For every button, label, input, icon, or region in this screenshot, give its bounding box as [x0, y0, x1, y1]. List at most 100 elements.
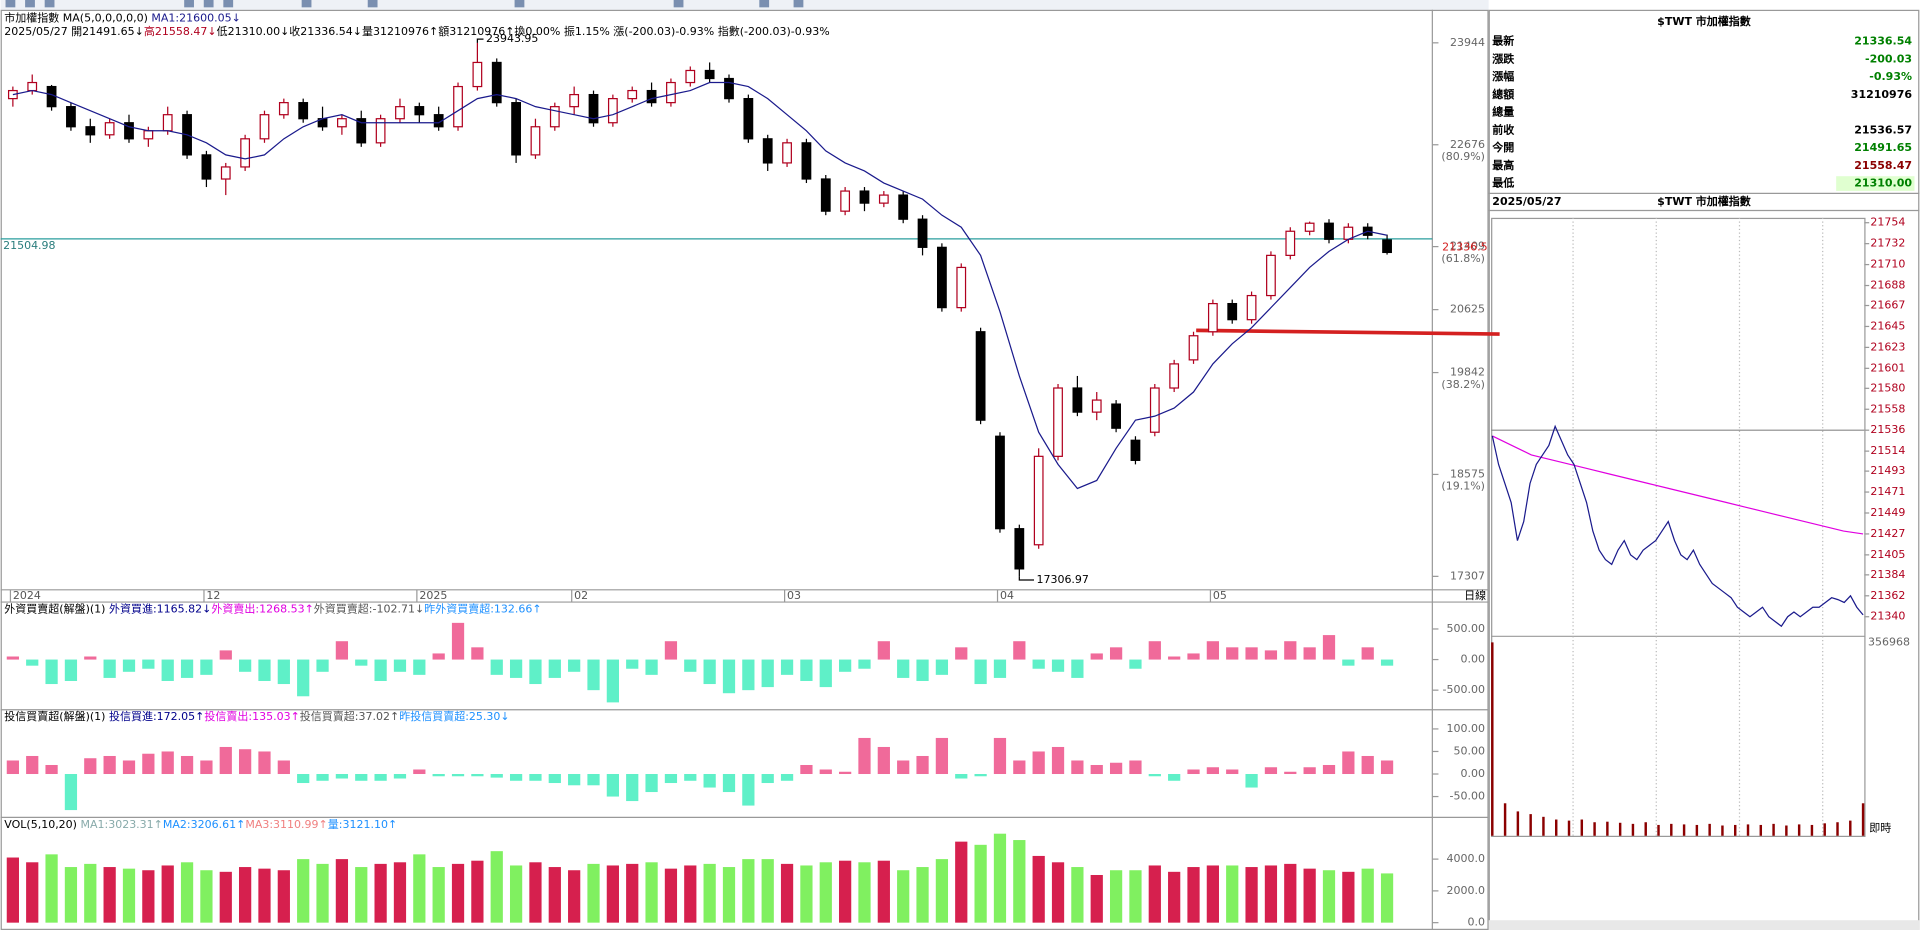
bar [1264, 650, 1278, 660]
bar [84, 758, 97, 775]
candle-body [7, 89, 18, 100]
tool-icon[interactable] [301, 0, 312, 8]
avg-line [1492, 435, 1864, 535]
bar [1129, 659, 1142, 669]
bar [1245, 647, 1258, 660]
bar [1322, 870, 1336, 923]
bar [1090, 653, 1103, 660]
quote-label: 前收 [1492, 122, 1514, 136]
bar [529, 774, 542, 781]
bar [161, 751, 174, 775]
tool-icon[interactable] [793, 0, 804, 8]
y-tick-label: 50.00 [1453, 744, 1485, 757]
tool-icon[interactable] [514, 0, 525, 8]
candle-body [666, 81, 676, 104]
tool-icon[interactable] [44, 0, 55, 8]
bar [1013, 760, 1026, 775]
candle-body [1324, 222, 1334, 240]
bar [509, 659, 523, 678]
bar [64, 659, 78, 681]
bar [1361, 755, 1374, 775]
quote-label: 今開 [1491, 140, 1514, 154]
candle-body [1285, 230, 1296, 256]
bar [761, 659, 774, 688]
intraday-date: 2025/05/27 [1492, 195, 1561, 208]
bar [6, 857, 19, 923]
candle-body [298, 102, 309, 120]
vol-max-label: 356968 [1868, 635, 1910, 648]
header-segment: 外資買賣超(解盤)(1) [4, 601, 105, 615]
y-tick-label: 21427 [1870, 527, 1905, 540]
tool-icon[interactable] [5, 0, 16, 8]
bar [1148, 641, 1161, 660]
bar [45, 659, 58, 685]
bar [1342, 751, 1355, 775]
tool-icon[interactable] [25, 0, 35, 8]
bar [858, 737, 871, 775]
bar [839, 659, 852, 672]
header-segment: 外資買賣超:-102.71↓ [314, 601, 424, 615]
bar [1342, 871, 1355, 923]
bar [45, 764, 58, 775]
tab-strip[interactable] [1488, 920, 1920, 930]
tool-icon[interactable] [184, 0, 194, 8]
tool-icon[interactable] [223, 0, 234, 8]
bar [1129, 870, 1142, 923]
bar [664, 641, 678, 660]
bar [239, 867, 252, 923]
y-tick-label: 0.00 [1460, 767, 1485, 780]
candle-body [859, 190, 870, 204]
bar [858, 862, 871, 923]
tool-icon[interactable] [759, 0, 770, 8]
bar [587, 774, 600, 786]
bar [645, 862, 658, 923]
bar [1264, 865, 1278, 923]
bar [277, 870, 290, 923]
bar [393, 774, 407, 779]
bar [355, 867, 368, 923]
candle-body [85, 126, 96, 136]
header-segment: MA1:3023.31↑ [77, 818, 163, 831]
y-tick-label: 20625 [1450, 303, 1485, 316]
tool-icon[interactable] [367, 0, 378, 8]
bar [471, 647, 484, 660]
bar [142, 870, 155, 923]
bar [316, 659, 329, 672]
candle-body [1053, 387, 1063, 457]
bar [916, 659, 929, 681]
bar [509, 774, 523, 781]
header-segment: 市加權指數 MA(5,0,0,0,0,0) [4, 10, 148, 24]
bar [355, 774, 368, 781]
header-segment: MA1:21600.05↓ [148, 11, 241, 24]
y-tick-label: 4000.0 [1446, 852, 1485, 865]
candle-body [898, 194, 909, 220]
y-tick-label: 22676 [1450, 138, 1485, 151]
tool-icon[interactable] [203, 0, 214, 8]
bar [200, 760, 213, 775]
bar [297, 659, 310, 697]
bar [1071, 659, 1084, 678]
candle-body [395, 106, 405, 120]
bar [877, 860, 890, 923]
bar [219, 746, 232, 775]
toolbar-icons [5, 0, 804, 8]
bar [1226, 647, 1239, 660]
toolbar[interactable] [0, 0, 1489, 10]
bar [800, 764, 813, 775]
y-tick-label: 0.0 [1467, 916, 1485, 929]
bar [935, 859, 949, 923]
bar [1380, 873, 1394, 923]
bar [490, 851, 503, 923]
bar [316, 863, 329, 923]
bar [103, 659, 116, 678]
quote-label: 漲跌 [1492, 51, 1515, 65]
candle-body [414, 106, 425, 116]
tool-icon[interactable] [673, 0, 684, 8]
candle-body [801, 142, 812, 180]
reference-label: 21504.98 [3, 239, 55, 252]
candle-body [1130, 439, 1141, 461]
candle-body [569, 93, 580, 108]
y-tick-label: 2000.0 [1446, 884, 1485, 897]
header-segment: 外資買進:1165.82↓ [105, 602, 211, 615]
